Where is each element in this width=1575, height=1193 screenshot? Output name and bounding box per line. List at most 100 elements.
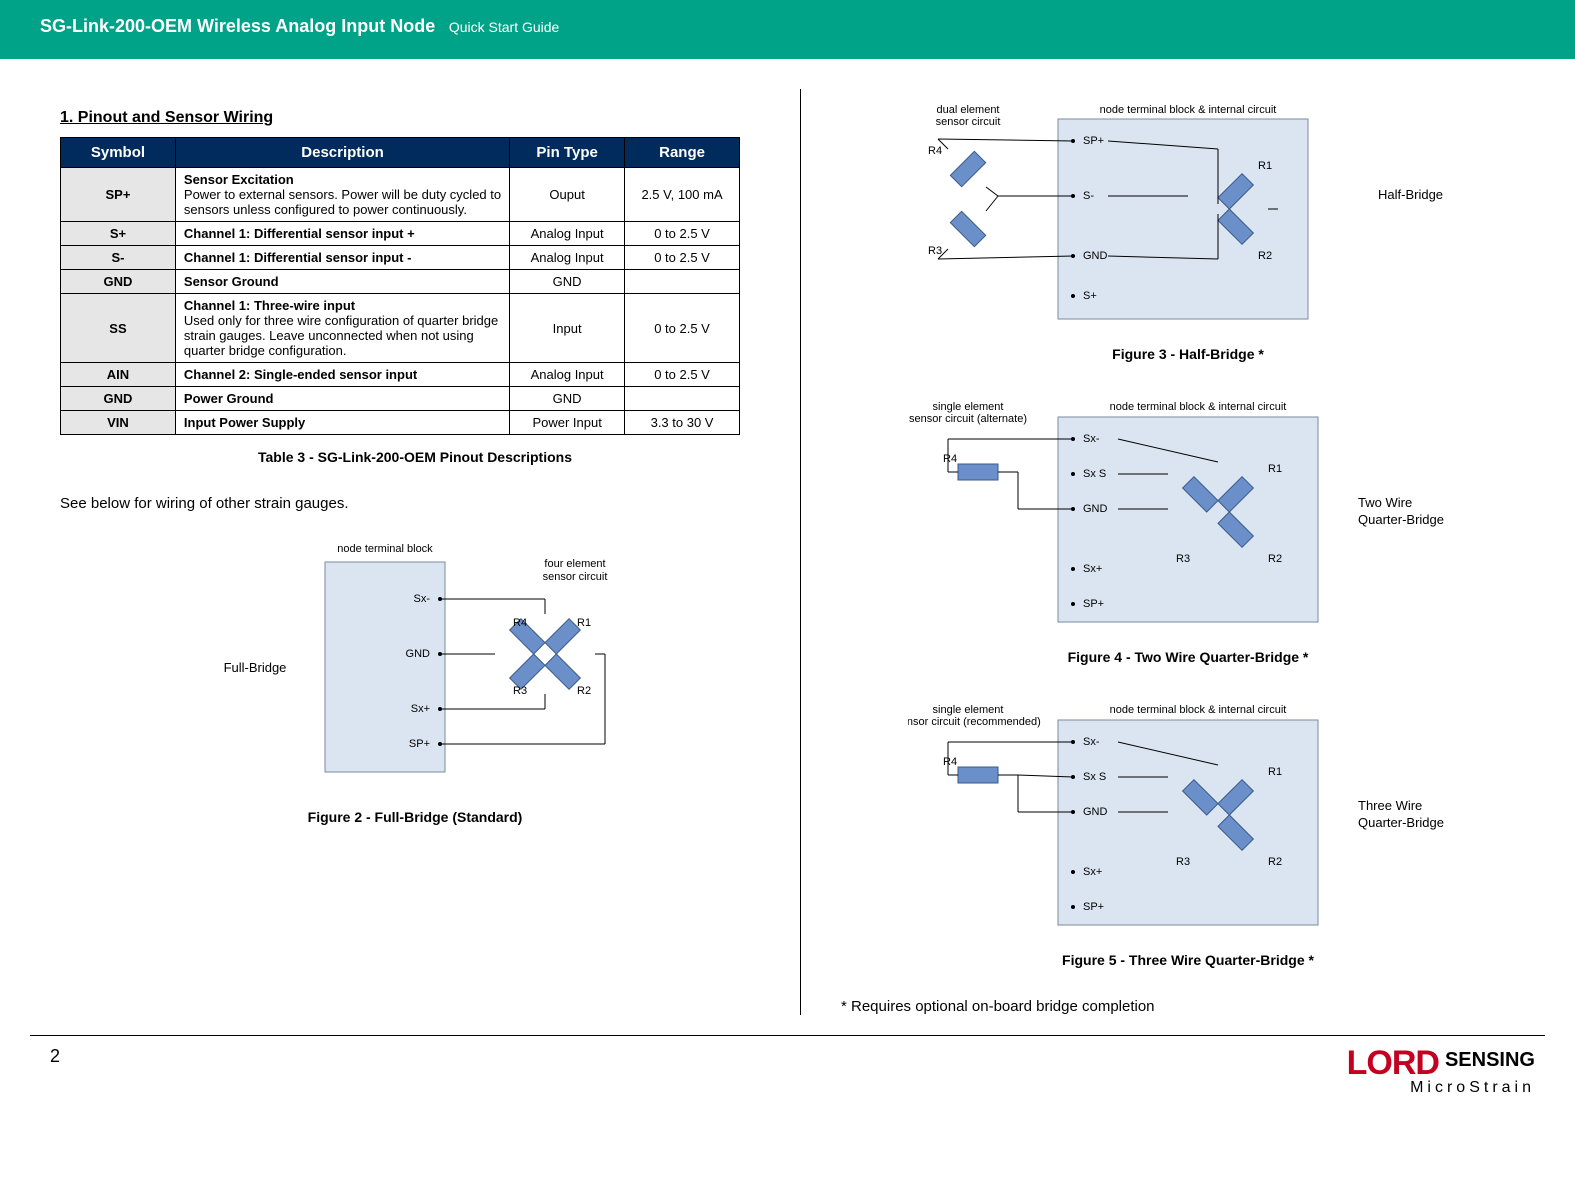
table-row: S+Channel 1: Differential sensor input +… (61, 222, 740, 246)
fig3-caption: Figure 3 - Half-Bridge * (841, 346, 1535, 362)
svg-text:node terminal block & internal: node terminal block & internal circuit (1110, 704, 1287, 716)
fig2-svg: node terminal block Full-Bridge four ele… (185, 532, 645, 792)
brand-sub: SENSING (1445, 1049, 1535, 1071)
svg-text:node terminal block: node terminal block (337, 543, 433, 555)
svg-text:R2: R2 (1258, 250, 1272, 262)
content-area: 1. Pinout and Sensor Wiring Symbol Descr… (0, 59, 1575, 1025)
svg-text:SP+: SP+ (1083, 901, 1104, 913)
svg-text:SP+: SP+ (1083, 135, 1104, 147)
cell-pintype: GND (510, 270, 625, 294)
brand-line: MicroStrain (1347, 1080, 1535, 1096)
table-row: GNDPower GroundGND (61, 387, 740, 411)
column-divider (800, 89, 801, 1015)
cell-range: 0 to 2.5 V (625, 294, 740, 363)
svg-text:SP+: SP+ (1083, 598, 1104, 610)
page-header: SG-Link-200-OEM Wireless Analog Input No… (0, 0, 1575, 59)
svg-text:Sx+: Sx+ (1083, 866, 1102, 878)
cell-description: Channel 1: Differential sensor input + (175, 222, 509, 246)
cell-description: Power Ground (175, 387, 509, 411)
brand-logo: LORD SENSING MicroStrain (1347, 1046, 1545, 1096)
cell-symbol: S- (61, 246, 176, 270)
cell-pintype: Ouput (510, 168, 625, 222)
footnote: * Requires optional on-board bridge comp… (841, 998, 1535, 1015)
svg-text:Quarter-Bridge: Quarter-Bridge (1358, 512, 1444, 527)
fig5-svg: node terminal block & internal circuit s… (908, 695, 1468, 935)
svg-text:sensor circuit (alternate): sensor circuit (alternate) (909, 413, 1027, 425)
table-row: AINChannel 2: Single-ended sensor inputA… (61, 363, 740, 387)
cell-pintype: Input (510, 294, 625, 363)
svg-text:sensor circuit (recommended): sensor circuit (recommended) (908, 716, 1041, 728)
cell-symbol: AIN (61, 363, 176, 387)
svg-text:Two Wire: Two Wire (1358, 495, 1412, 510)
svg-text:Sx-: Sx- (1083, 736, 1100, 748)
svg-text:R3: R3 (928, 245, 942, 257)
svg-text:R4: R4 (943, 453, 957, 465)
cell-range: 2.5 V, 100 mA (625, 168, 740, 222)
svg-text:Sx-: Sx- (414, 593, 431, 605)
svg-text:dual element: dual element (937, 104, 1000, 116)
svg-text:R1: R1 (1258, 160, 1272, 172)
svg-text:Sx+: Sx+ (1083, 563, 1102, 575)
figure-4: node terminal block & internal circuit s… (841, 392, 1535, 665)
table-row: VINInput Power SupplyPower Input3.3 to 3… (61, 411, 740, 435)
svg-text:R2: R2 (1268, 553, 1282, 565)
section-heading: 1. Pinout and Sensor Wiring (60, 109, 770, 127)
svg-text:sensor circuit: sensor circuit (936, 116, 1001, 128)
cell-description: Sensor Ground (175, 270, 509, 294)
svg-text:Sx S: Sx S (1083, 468, 1106, 480)
svg-text:Quarter-Bridge: Quarter-Bridge (1358, 815, 1444, 830)
cell-pintype: Power Input (510, 411, 625, 435)
svg-text:single element: single element (933, 401, 1004, 413)
fig3-svg: node terminal block & internal circuit d… (908, 99, 1468, 329)
cell-description: Channel 1: Three-wire inputUsed only for… (175, 294, 509, 363)
svg-text:R2: R2 (1268, 856, 1282, 868)
fig5-caption: Figure 5 - Three Wire Quarter-Bridge * (841, 952, 1535, 968)
svg-text:R4: R4 (943, 756, 957, 768)
cell-range: 0 to 2.5 V (625, 363, 740, 387)
fig2-caption: Figure 2 - Full-Bridge (Standard) (60, 809, 770, 825)
doc-subtitle: Quick Start Guide (449, 19, 560, 35)
cell-description: Channel 1: Differential sensor input - (175, 246, 509, 270)
table-row: SSChannel 1: Three-wire inputUsed only f… (61, 294, 740, 363)
svg-text:SP+: SP+ (409, 738, 430, 750)
cell-symbol: SP+ (61, 168, 176, 222)
svg-text:node terminal block & internal: node terminal block & internal circuit (1110, 401, 1287, 413)
svg-text:GND: GND (1083, 806, 1108, 818)
svg-text:GND: GND (1083, 250, 1108, 262)
svg-text:GND: GND (1083, 503, 1108, 515)
fig4-svg: node terminal block & internal circuit s… (908, 392, 1468, 632)
th-symbol: Symbol (61, 138, 176, 168)
svg-text:R1: R1 (577, 617, 591, 629)
svg-text:S-: S- (1083, 190, 1094, 202)
cell-pintype: Analog Input (510, 363, 625, 387)
cell-range: 0 to 2.5 V (625, 222, 740, 246)
table-header-row: Symbol Description Pin Type Range (61, 138, 740, 168)
body-text: See below for wiring of other strain gau… (60, 495, 770, 512)
svg-text:GND: GND (406, 648, 431, 660)
cell-symbol: GND (61, 270, 176, 294)
svg-text:Sx-: Sx- (1083, 433, 1100, 445)
svg-text:R2: R2 (577, 685, 591, 697)
cell-description: Input Power Supply (175, 411, 509, 435)
cell-range (625, 270, 740, 294)
th-description: Description (175, 138, 509, 168)
page-footer: 2 LORDSENSING MicroStrain (30, 1035, 1545, 1096)
svg-text:R3: R3 (1176, 856, 1190, 868)
cell-range: 3.3 to 30 V (625, 411, 740, 435)
pinout-table: Symbol Description Pin Type Range SP+Sen… (60, 137, 740, 435)
figure-3: node terminal block & internal circuit d… (841, 99, 1535, 362)
table-caption: Table 3 - SG-Link-200-OEM Pinout Descrip… (60, 449, 770, 465)
svg-text:Sx S: Sx S (1083, 771, 1106, 783)
brand-main: LORD (1347, 1044, 1439, 1082)
svg-text:R4: R4 (928, 145, 942, 157)
cell-description: Channel 2: Single-ended sensor input (175, 363, 509, 387)
cell-pintype: GND (510, 387, 625, 411)
table-row: SP+Sensor ExcitationPower to external se… (61, 168, 740, 222)
svg-text:R3: R3 (1176, 553, 1190, 565)
svg-text:Full-Bridge: Full-Bridge (224, 660, 287, 675)
svg-text:R1: R1 (1268, 463, 1282, 475)
cell-symbol: S+ (61, 222, 176, 246)
cell-symbol: VIN (61, 411, 176, 435)
cell-symbol: GND (61, 387, 176, 411)
svg-text:R1: R1 (1268, 766, 1282, 778)
